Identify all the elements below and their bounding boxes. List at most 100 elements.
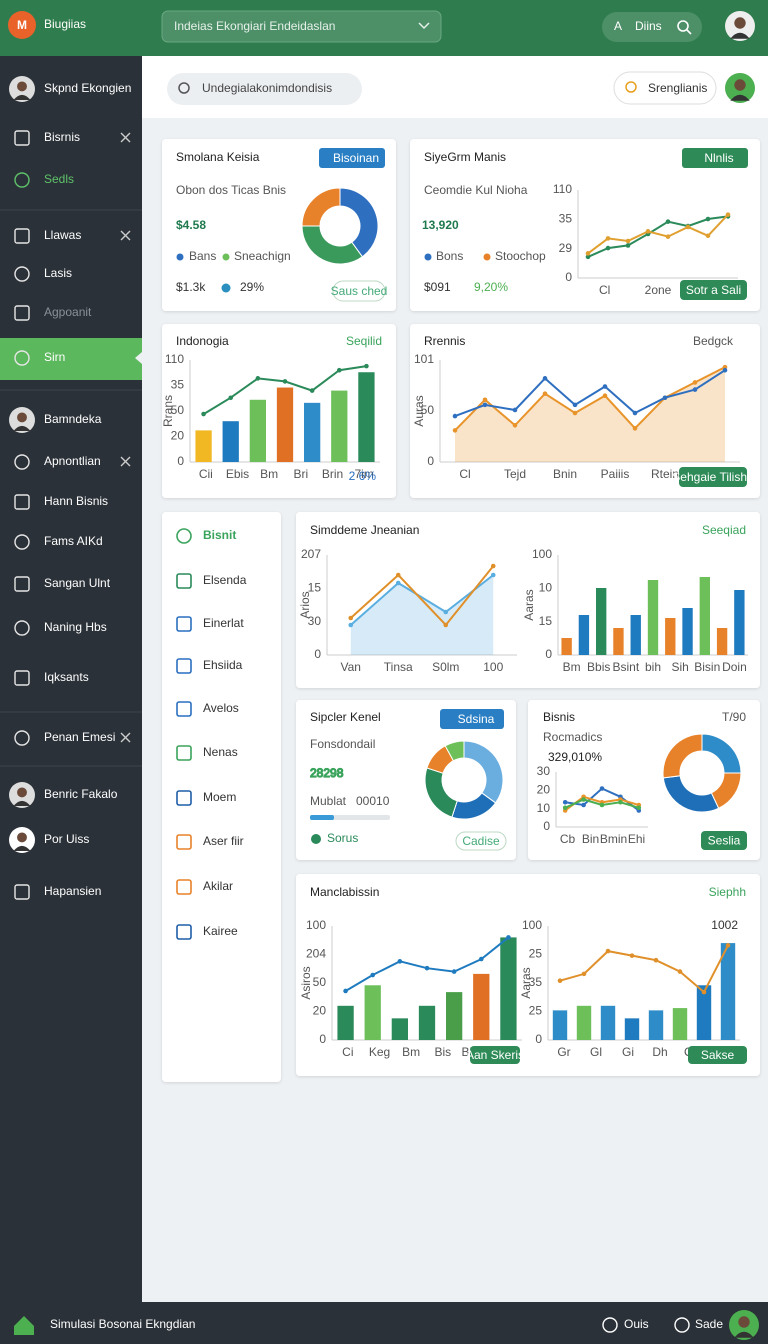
selector-label[interactable]: Indeias Ekongiari Endeidaslan (174, 19, 335, 33)
nav-item[interactable]: Sirn (44, 350, 65, 364)
nav-icon (14, 576, 30, 592)
nav-item[interactable]: Penan Emesi (44, 730, 115, 744)
bar (276, 387, 294, 462)
dropdown[interactable]: Siephh (709, 885, 746, 899)
point (309, 388, 315, 393)
point (665, 234, 671, 239)
button[interactable] (679, 467, 747, 487)
bar (578, 615, 590, 655)
button[interactable] (701, 831, 747, 850)
list-item[interactable]: Einerlat (203, 616, 244, 630)
badge[interactable] (440, 709, 504, 729)
badge-label[interactable]: Sdsina (458, 712, 495, 726)
selector[interactable] (161, 10, 442, 43)
button[interactable] (470, 1046, 520, 1064)
stat: 29% (240, 280, 264, 294)
search-text[interactable]: Undegialakonimdondisis (202, 81, 332, 95)
badge[interactable] (319, 148, 385, 168)
chart-note: 1002 (711, 918, 738, 932)
button-label[interactable]: Saus ched (331, 284, 388, 298)
button[interactable] (455, 831, 507, 851)
nav-item[interactable]: Hapansien (44, 884, 101, 898)
avatar-body (13, 425, 31, 432)
point (602, 393, 608, 399)
button-label[interactable]: Sakse (701, 1048, 735, 1062)
point (625, 243, 631, 248)
point (512, 407, 518, 413)
nav-item[interactable]: Bisrnis (44, 130, 80, 144)
user-pill[interactable] (602, 12, 702, 42)
footer-link[interactable]: Ouis (624, 1317, 649, 1331)
nav-item[interactable]: Hann Bisnis (44, 494, 108, 508)
nav-item[interactable]: Bamndeka (44, 412, 102, 426)
y-tick-label: 101 (414, 352, 434, 366)
x-tick-label: Brin (322, 467, 343, 481)
nav-item[interactable]: Skpnd Ekongien (44, 81, 131, 95)
button[interactable] (332, 280, 386, 302)
search-box[interactable] (167, 73, 362, 105)
nav-item[interactable]: Llawas (44, 228, 81, 242)
y-axis-title: Auras (412, 395, 426, 426)
list-item[interactable]: Aser fiir (203, 834, 244, 848)
nav-item[interactable]: Fams AIKd (44, 534, 103, 548)
button-label[interactable]: Sotr a Sali (686, 283, 741, 297)
x-tick-label: Bm (260, 467, 278, 481)
button[interactable] (688, 1046, 747, 1064)
nav-item[interactable]: Iqksants (44, 670, 89, 684)
app-name: Biugiias (44, 17, 86, 31)
badge-label[interactable]: Nlnlis (704, 151, 733, 165)
dropdown[interactable]: Seeqiad (702, 523, 746, 537)
y-tick-label: 30 (537, 764, 551, 778)
nav-item[interactable]: Por Uiss (44, 832, 89, 846)
list-item[interactable]: Akilar (203, 879, 233, 893)
list-item[interactable]: Moem (203, 790, 236, 804)
badge-label[interactable]: Bisoinan (333, 151, 379, 165)
stat-value: 00010 (356, 794, 390, 808)
avatar-head (17, 81, 27, 92)
dropdown[interactable]: Seqilid (346, 334, 382, 348)
footer-link[interactable]: Sade (695, 1317, 723, 1331)
point (581, 802, 586, 808)
point (562, 799, 568, 805)
x-tick-label: 100 (483, 660, 503, 674)
nav-item[interactable]: Apnontlian (44, 454, 101, 468)
y-tick-label: 50 (421, 403, 435, 417)
card-subtitle: Rocmadics (543, 730, 602, 744)
point (632, 410, 638, 416)
card (296, 874, 760, 1076)
button-label[interactable]: Cadise (462, 834, 500, 848)
bar (630, 615, 641, 655)
y-tick-label: 30 (308, 614, 322, 628)
nav-item[interactable]: Sangan Ulnt (44, 576, 111, 590)
avatar-body (13, 94, 31, 101)
avatar-head (17, 787, 27, 798)
point (395, 580, 401, 586)
nav-item[interactable]: Lasis (44, 266, 72, 280)
list-item[interactable]: Avelos (203, 701, 239, 715)
list-item[interactable]: Ehsiida (203, 658, 243, 672)
nav-item[interactable]: Benric Fakalo (44, 787, 118, 801)
nav-icon (14, 620, 30, 636)
nav-item[interactable]: Agpoanit (44, 305, 92, 319)
button-label[interactable]: Aan Skeris (466, 1048, 524, 1062)
toolbar-button[interactable] (613, 71, 717, 105)
toolbar-button-label[interactable]: Srenglianis (648, 81, 707, 95)
button-label[interactable]: Sehgaie Tilishe (672, 470, 754, 484)
list-item[interactable]: Elsenda (203, 573, 247, 587)
user-pill-label[interactable]: Diins (635, 19, 662, 33)
point (562, 805, 568, 811)
close-icon (120, 230, 131, 241)
point (572, 402, 578, 408)
list-item[interactable]: Kairee (203, 924, 238, 938)
nav-item[interactable]: Naning Hbs (44, 620, 107, 634)
dropdown[interactable]: T/90 (722, 710, 746, 724)
y-tick-label: 100 (306, 918, 326, 932)
button-label[interactable]: Seslia (708, 834, 741, 848)
button[interactable] (680, 280, 747, 300)
list-item[interactable]: Bisnit (203, 528, 236, 542)
nav-item[interactable]: Sedls (44, 172, 74, 186)
badge[interactable] (682, 148, 748, 168)
dropdown[interactable]: Bedgck (693, 334, 734, 348)
point (581, 971, 587, 977)
list-item[interactable]: Nenas (203, 745, 238, 759)
